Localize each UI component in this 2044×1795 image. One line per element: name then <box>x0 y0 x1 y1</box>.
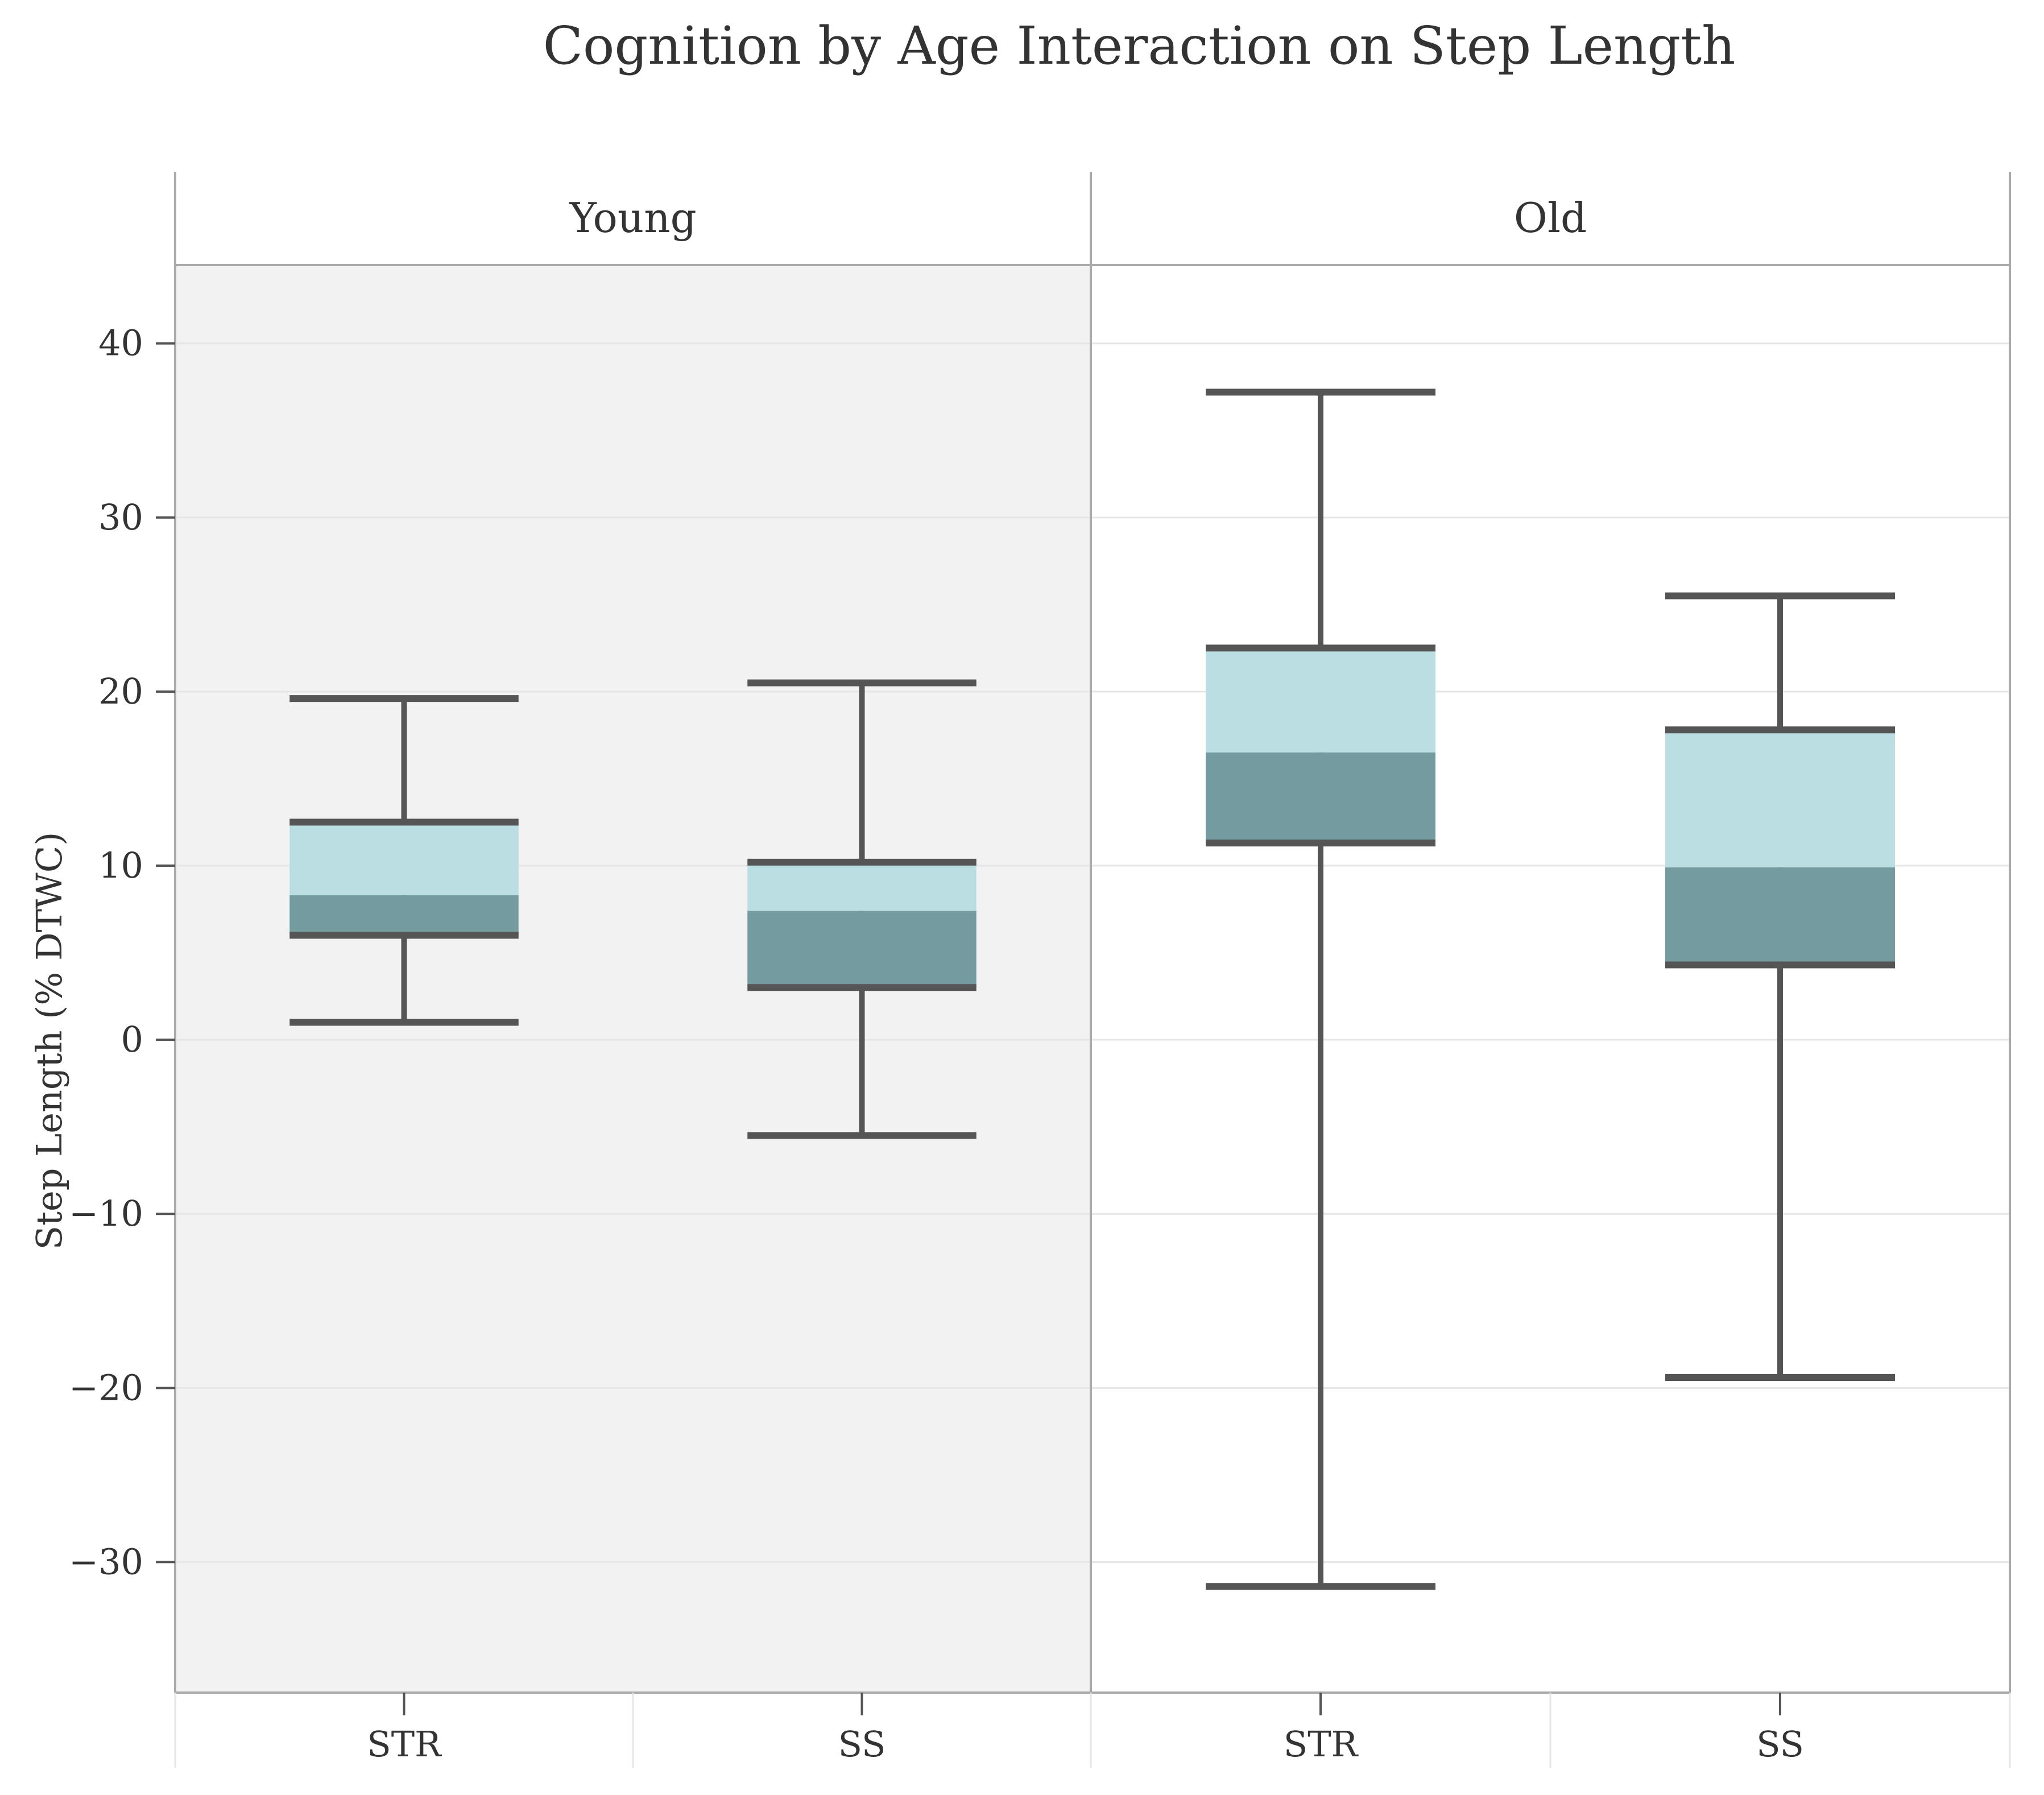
box-upper-old-str <box>1206 648 1435 753</box>
panel-backgrounds <box>175 265 2010 1693</box>
box-upper-old-ss <box>1665 730 1895 868</box>
box-lower-old-ss <box>1665 867 1895 965</box>
box-lower-young-str <box>289 895 519 936</box>
facet-label-young: Young <box>569 194 696 242</box>
y-axis-label: Step Length (% DTWC) <box>28 832 70 1250</box>
panel-background-old <box>1091 265 2010 1693</box>
chart-title: Cognition by Age Interaction on Step Len… <box>543 15 1736 76</box>
box-upper-young-str <box>289 822 519 896</box>
facet-label-old: Old <box>1514 194 1587 242</box>
boxplots <box>289 388 1895 1590</box>
y-tick-label: 30 <box>98 497 143 538</box>
y-tick-label: −20 <box>69 1367 143 1408</box>
box-lower-young-ss <box>747 911 977 988</box>
y-tick-label: 0 <box>121 1019 143 1060</box>
y-tick-label: 10 <box>98 845 143 886</box>
y-axis: 40 30 20 10 0 −10 −20 −30 <box>69 322 175 1582</box>
x-axis: STR SS STR SS <box>174 1693 2011 1768</box>
box-upper-young-ss <box>747 862 977 911</box>
y-tick-label: 40 <box>98 322 143 364</box>
panel-frames <box>174 172 2011 1694</box>
facet-strips: Young Old <box>569 194 1587 242</box>
box-lower-old-str <box>1206 752 1435 843</box>
y-tick-label: 20 <box>98 671 143 712</box>
x-tick-label-young-ss: SS <box>838 1723 886 1765</box>
y-tick-label: −10 <box>69 1193 143 1234</box>
x-tick-label-old-ss: SS <box>1756 1723 1804 1765</box>
x-tick-label-young-str: STR <box>367 1723 442 1765</box>
x-tick-label-old-str: STR <box>1284 1723 1359 1765</box>
y-tick-label: −30 <box>69 1541 143 1582</box>
